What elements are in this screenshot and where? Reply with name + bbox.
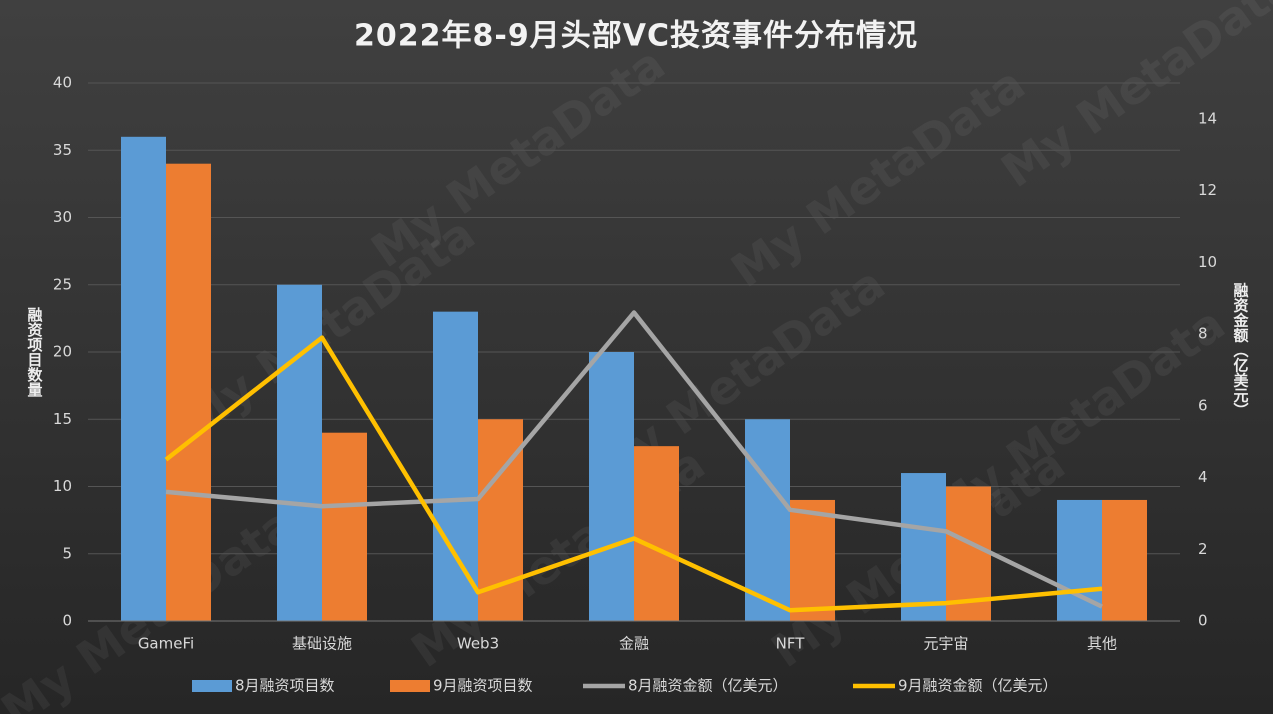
chart-title: 2022年8-9月头部VC投资事件分布情况	[354, 19, 918, 54]
y-tick-label: 0	[62, 612, 72, 630]
bar	[277, 284, 322, 621]
y2-tick-label: 4	[1198, 468, 1208, 486]
y2-tick-label: 2	[1198, 540, 1208, 558]
bar	[589, 352, 634, 621]
bar	[745, 419, 790, 621]
bar	[790, 499, 835, 621]
bar	[166, 163, 211, 621]
y2-axis-label: 融资金额（亿美元）	[1232, 282, 1250, 418]
x-tick-label: 基础设施	[292, 635, 352, 653]
x-tick-label: 其他	[1087, 635, 1117, 653]
y-tick-label: 15	[53, 410, 72, 428]
y2-tick-label: 14	[1198, 109, 1217, 127]
bar	[634, 446, 679, 621]
x-tick-label: NFT	[776, 635, 806, 653]
y-tick-label: 25	[53, 275, 72, 293]
y2-tick-label: 6	[1198, 396, 1208, 414]
bar	[1102, 499, 1147, 621]
y-tick-label: 30	[53, 208, 72, 226]
legend-swatch	[390, 680, 430, 692]
legend-label: 9月融资金额（亿美元）	[898, 677, 1058, 695]
y-tick-label: 5	[62, 544, 72, 562]
bar	[433, 311, 478, 621]
x-tick-label: 元宇宙	[923, 635, 968, 653]
legend-swatch	[192, 680, 232, 692]
y-tick-label: 35	[53, 141, 72, 159]
y-axis-label: 融资项目数量	[26, 306, 44, 397]
bar	[322, 432, 367, 621]
y-tick-label: 10	[53, 477, 72, 495]
y2-tick-label: 8	[1198, 325, 1208, 343]
x-tick-label: Web3	[457, 635, 499, 653]
y2-tick-label: 10	[1198, 253, 1217, 271]
legend-label: 8月融资项目数	[235, 677, 335, 695]
y2-tick-label: 0	[1198, 612, 1208, 630]
x-tick-label: 金融	[619, 635, 649, 653]
y-tick-label: 40	[53, 74, 72, 92]
line	[165, 310, 1103, 609]
legend-label: 9月融资项目数	[433, 677, 533, 695]
y2-tick-label: 12	[1198, 181, 1217, 199]
line	[164, 335, 1103, 613]
x-tick-label: GameFi	[138, 635, 194, 653]
y-tick-label: 20	[53, 343, 72, 361]
legend-label: 8月融资金额（亿美元）	[628, 677, 788, 695]
bar	[901, 473, 946, 621]
bar	[121, 136, 166, 622]
